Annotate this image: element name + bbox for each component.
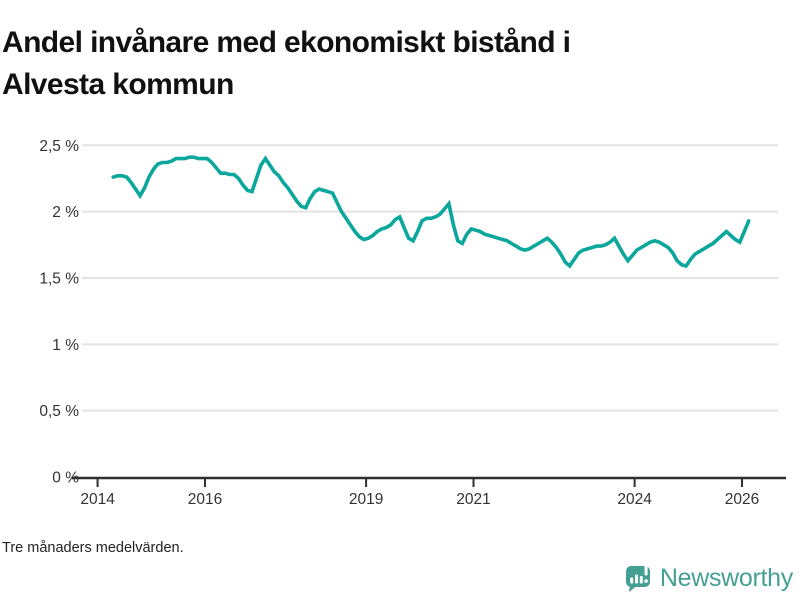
chart-footnote: Tre månaders medelvärden. xyxy=(2,540,184,556)
y-tick-label: 2,5 % xyxy=(39,138,79,155)
chart-title-line1: Andel invånare med ekonomiskt bistånd i xyxy=(2,26,571,60)
x-tick-label: 2014 xyxy=(80,491,115,508)
y-tick-label: 1,5 % xyxy=(39,270,79,287)
newsworthy-speech-bubble-barchart-icon xyxy=(625,563,650,592)
x-tick-label: 2019 xyxy=(349,491,383,508)
x-tick-label: 2016 xyxy=(188,491,222,508)
y-tick-label: 2 % xyxy=(52,204,79,221)
brand-name: Newsworthy xyxy=(659,563,793,592)
x-tick-label: 2021 xyxy=(456,491,490,508)
chart-title: Andel invånare med ekonomiskt bistånd i … xyxy=(2,22,762,106)
x-tick-label: 2024 xyxy=(617,491,652,508)
chart-title-line2: Alvesta kommun xyxy=(2,68,234,102)
newsworthy-logo: Newsworthy xyxy=(625,563,793,593)
data-line xyxy=(111,155,751,269)
x-tick-label: 2026 xyxy=(725,491,759,508)
y-tick-label: 0,5 % xyxy=(39,403,79,420)
y-tick-label: 1 % xyxy=(52,337,79,354)
y-tick-label: 0 % xyxy=(52,470,79,487)
